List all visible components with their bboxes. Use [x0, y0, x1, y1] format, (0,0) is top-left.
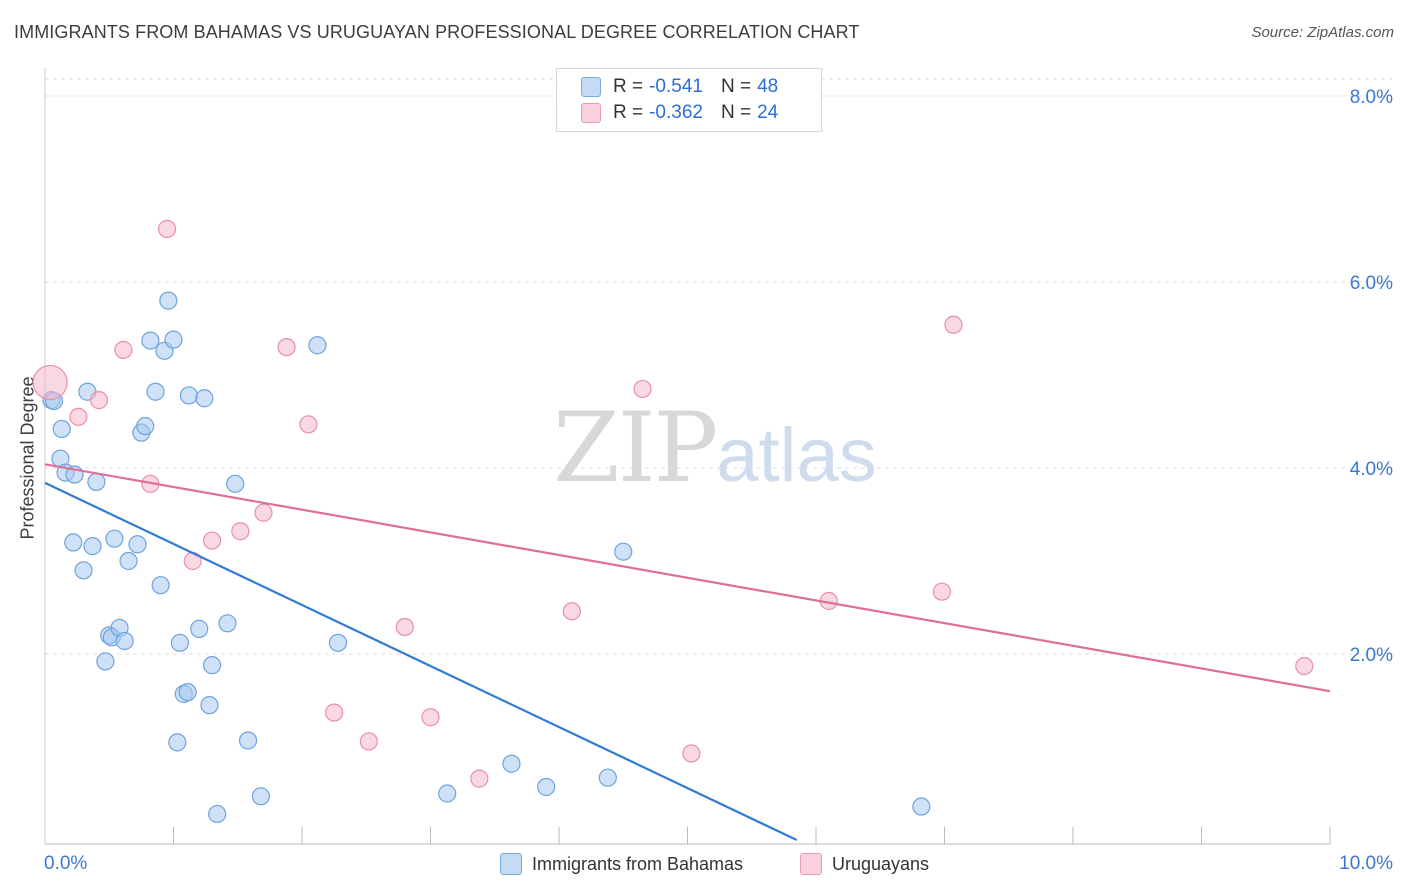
- bahamas-point: [190, 619, 209, 638]
- uruguayan-point: [277, 338, 296, 357]
- watermark-atlas: atlas: [716, 413, 877, 498]
- zipatlas-watermark: ZIPatlas: [553, 400, 877, 497]
- legend-r-label: R =: [613, 76, 644, 97]
- legend-row-bahamas: R = -0.541 N = 48: [581, 74, 778, 100]
- uruguayan-point: [562, 602, 581, 621]
- legend-row-uruguayans: R = -0.362 N = 24: [581, 100, 778, 126]
- bahamas-point: [136, 417, 155, 436]
- legend-label-uruguayans: Uruguayans: [832, 853, 930, 874]
- bahamas-point: [164, 330, 183, 349]
- uruguayan-point: [202, 531, 222, 550]
- bahamas-point: [208, 804, 227, 824]
- watermark-zip: ZIP: [553, 392, 718, 504]
- legend-n-value: 48: [757, 76, 779, 97]
- bahamas-point: [151, 576, 170, 595]
- correlation-legend: R = -0.541 N = 48 R = -0.362 N = 24: [556, 68, 822, 132]
- legend-n-label: N =: [720, 76, 752, 97]
- bahamas-point: [64, 533, 83, 552]
- source-label[interactable]: Source: ZipAtlas.com: [1251, 24, 1394, 41]
- bahamas-point: [226, 474, 245, 493]
- bahamas-point: [119, 551, 138, 571]
- bahamas-point: [179, 386, 199, 405]
- legend-item-bahamas[interactable]: Immigrants from Bahamas: [500, 852, 743, 876]
- bahamas-point: [96, 652, 115, 671]
- legend-r-label: R =: [613, 102, 644, 123]
- uruguayan-point: [231, 522, 250, 541]
- legend-swatch-bahamas: [500, 853, 522, 875]
- uruguayan-point: [114, 340, 133, 359]
- bahamas-point: [438, 784, 457, 803]
- legend-swatch-bahamas: [581, 77, 601, 97]
- uruguayan-point: [932, 582, 952, 601]
- y-tick-label: 2.0%: [1350, 645, 1393, 666]
- y-tick-label: 8.0%: [1350, 87, 1393, 108]
- y-tick-label: 4.0%: [1350, 459, 1393, 480]
- bahamas-point: [170, 633, 190, 652]
- bahamas-point: [168, 733, 187, 752]
- bahamas-trendline: [44, 481, 798, 841]
- bahamas-point: [178, 683, 197, 702]
- bahamas-point: [52, 419, 71, 439]
- uruguayan-point: [69, 407, 88, 426]
- uruguayan-point: [299, 415, 318, 434]
- chart-title: IMMIGRANTS FROM BAHAMAS VS URUGUAYAN PRO…: [14, 22, 860, 42]
- uruguayan-point: [1295, 656, 1314, 676]
- bahamas-point: [238, 731, 258, 750]
- uruguayan-point: [325, 703, 344, 722]
- uruguayan-trendline: [44, 463, 1331, 693]
- bahamas-point: [251, 787, 270, 806]
- legend-n-value: 24: [757, 102, 779, 123]
- bahamas-point: [83, 537, 102, 556]
- uruguayan-point: [254, 503, 273, 522]
- bahamas-point: [328, 633, 348, 652]
- bahamas-point: [128, 535, 147, 554]
- legend-n-label: N =: [720, 102, 752, 123]
- legend-item-uruguayans[interactable]: Uruguayans: [800, 852, 929, 876]
- uruguayan-point: [359, 732, 378, 751]
- bahamas-point: [308, 336, 327, 355]
- bahamas-point: [614, 542, 633, 561]
- uruguayan-point: [633, 379, 652, 399]
- uruguayan-point: [944, 315, 963, 334]
- bahamas-point: [537, 777, 556, 797]
- bahamas-point: [502, 754, 521, 773]
- uruguayan-point: [89, 391, 109, 410]
- uruguayan-point: [32, 364, 68, 401]
- bahamas-point: [141, 331, 160, 350]
- bahamas-point: [202, 656, 222, 675]
- bahamas-point: [598, 768, 617, 787]
- y-tick-label: 6.0%: [1350, 273, 1393, 294]
- bahamas-point: [74, 561, 93, 580]
- legend-swatch-uruguayans: [581, 103, 601, 123]
- legend-r-value: -0.362: [649, 102, 703, 123]
- bahamas-point: [195, 389, 214, 408]
- x-tick-label: 10.0%: [1339, 853, 1393, 874]
- uruguayan-point: [421, 708, 440, 727]
- bahamas-point: [87, 472, 106, 492]
- uruguayan-point: [470, 769, 489, 788]
- bahamas-point: [912, 797, 931, 816]
- legend-label-bahamas: Immigrants from Bahamas: [532, 853, 744, 874]
- bahamas-point: [146, 382, 165, 401]
- bahamas-point: [115, 631, 134, 651]
- legend-r-value: -0.541: [649, 76, 703, 97]
- bahamas-point: [105, 529, 124, 548]
- bahamas-point: [159, 291, 178, 310]
- uruguayan-point: [157, 219, 177, 239]
- legend-swatch-uruguayans: [800, 853, 822, 875]
- bahamas-point: [200, 696, 219, 715]
- uruguayan-point: [682, 744, 701, 763]
- uruguayan-point: [395, 617, 414, 637]
- bahamas-point: [218, 614, 237, 633]
- x-tick-label: 0.0%: [44, 853, 87, 874]
